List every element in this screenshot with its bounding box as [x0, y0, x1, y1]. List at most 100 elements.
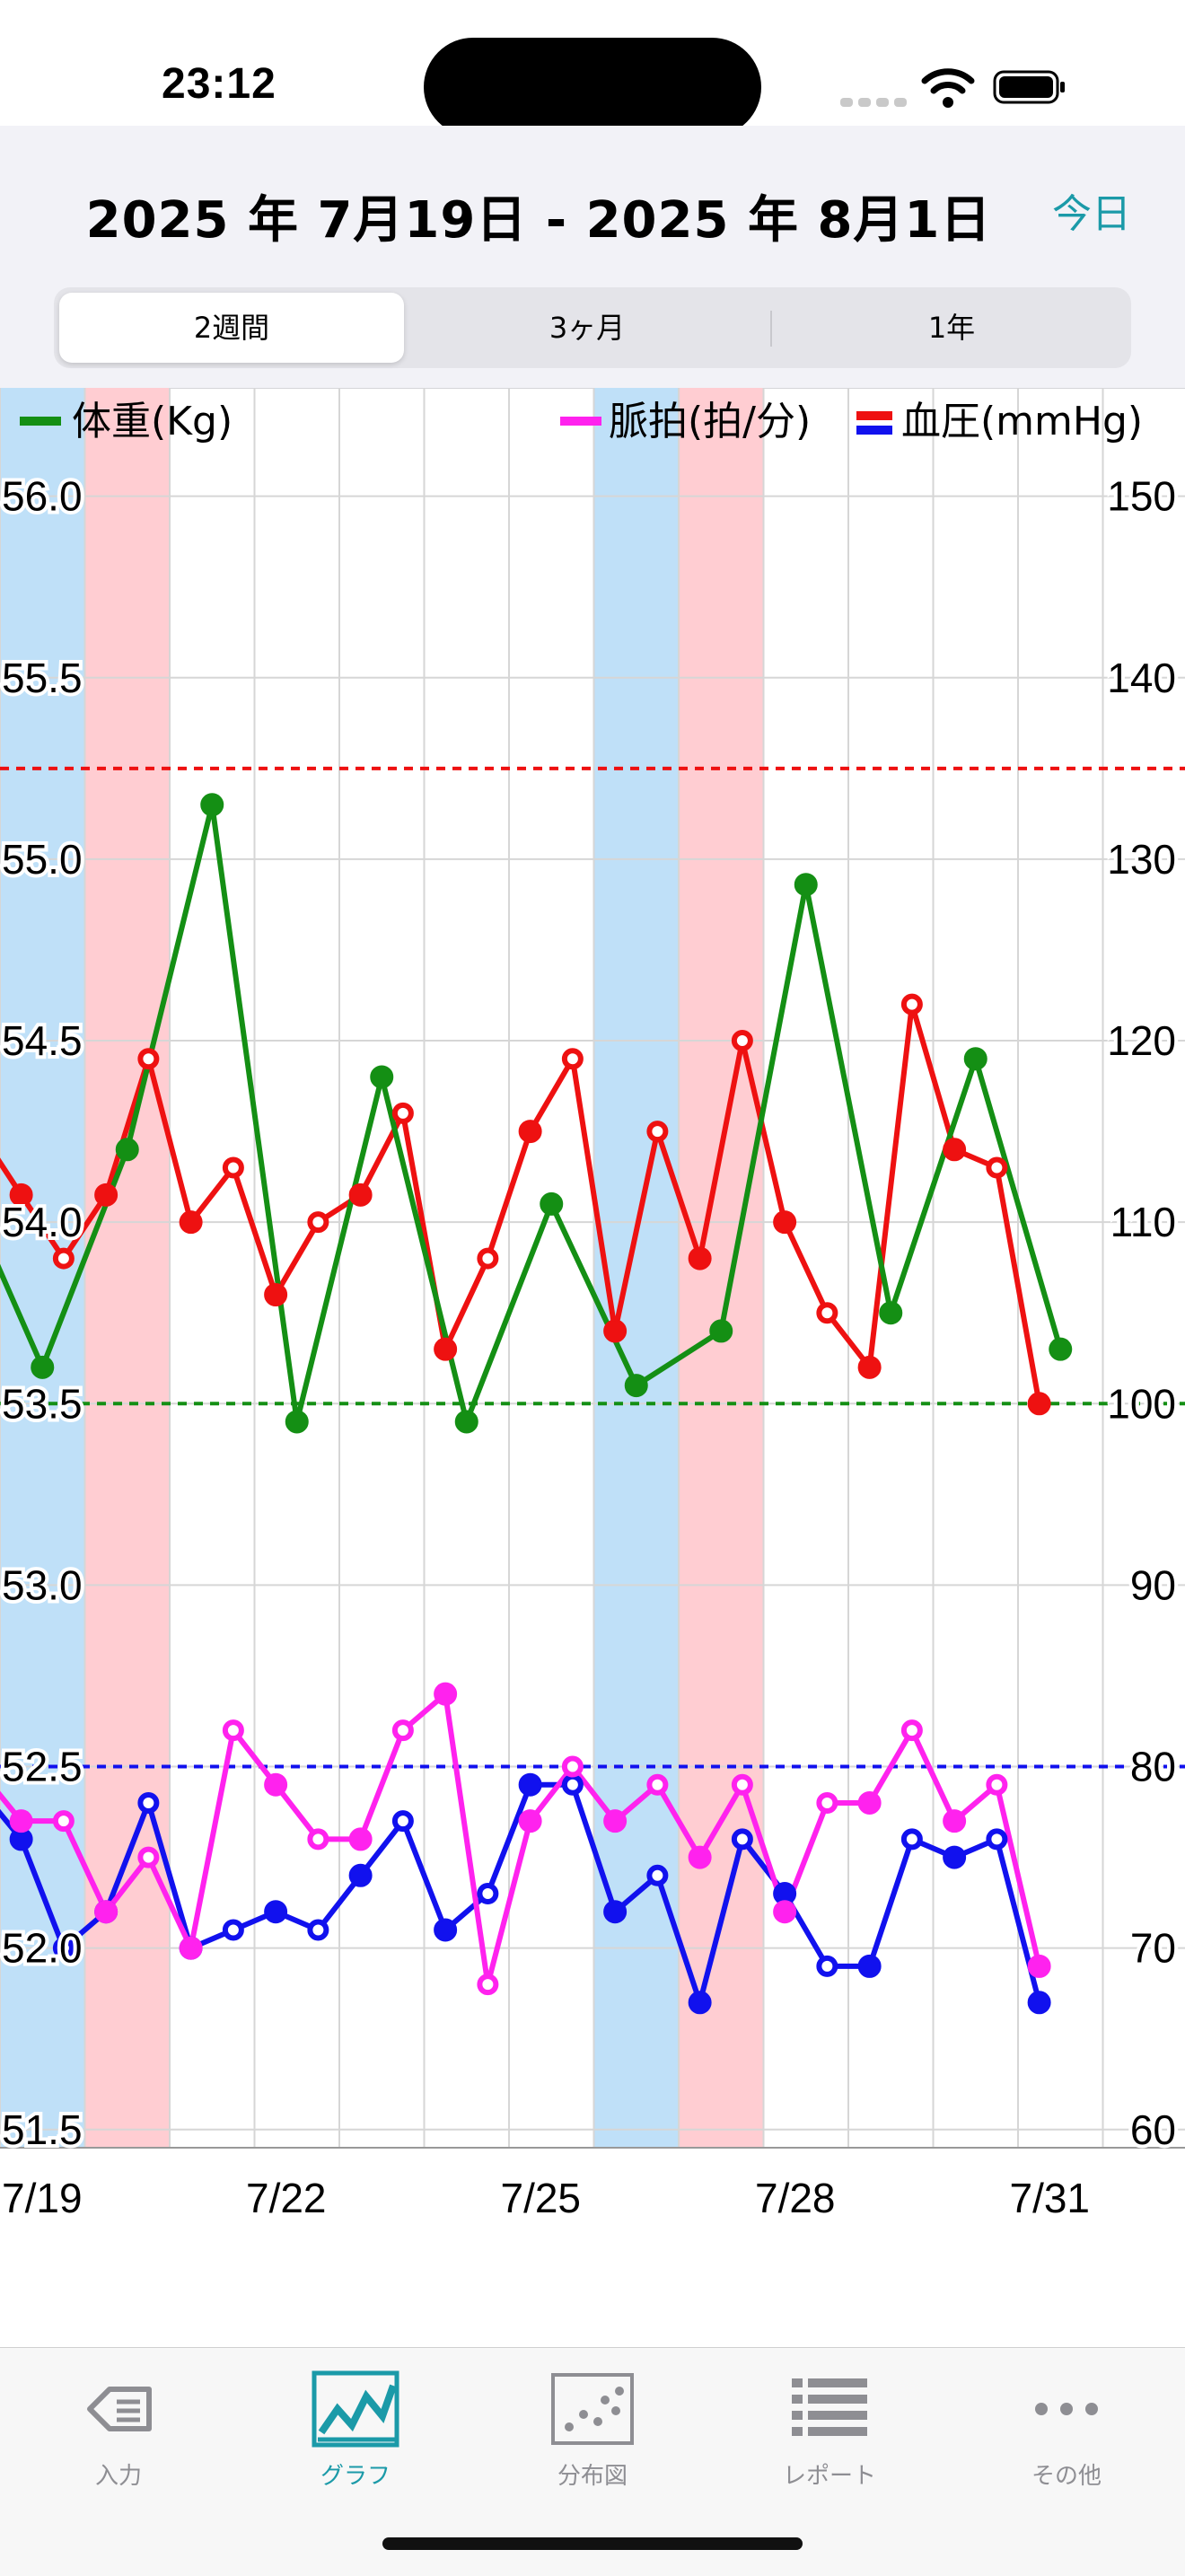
input-tag-icon	[87, 2387, 152, 2431]
tab-report-label: レポート	[782, 2463, 876, 2490]
right-axis-tick-label: 70	[1130, 1925, 1176, 1972]
bp-low-point	[222, 1919, 244, 1941]
bp-high-point	[434, 1337, 458, 1361]
bp-high-point	[773, 1210, 797, 1235]
left-axis-tick-label: 52.5	[2, 1744, 83, 1790]
pulse-point	[646, 1773, 669, 1796]
x-axis-tick-label: 7/22	[246, 2175, 327, 2221]
pulse-point	[9, 1809, 33, 1833]
segment-3months[interactable]: 3ヶ月	[549, 311, 626, 345]
bp-low-point	[307, 1919, 329, 1941]
bp-high-point	[179, 1210, 203, 1235]
pulse-point	[561, 1755, 584, 1778]
weight-point	[794, 873, 818, 897]
bp-high-point	[816, 1302, 838, 1324]
weekend-band	[0, 388, 85, 2148]
left-axis-tick-label: 56.0	[2, 473, 83, 520]
more-icon	[1035, 2403, 1098, 2415]
pulse-point	[731, 1773, 753, 1796]
pulse-point	[857, 1790, 882, 1815]
bp-low-point	[391, 1810, 414, 1833]
weekend-band	[593, 388, 679, 2148]
bp-high-point	[222, 1156, 244, 1179]
bp-low-point	[518, 1772, 542, 1797]
weight-point	[709, 1319, 733, 1343]
right-axis-tick-label: 90	[1130, 1561, 1176, 1608]
weight-point	[624, 1374, 648, 1398]
left-axis-tick-label: 53.0	[2, 1561, 83, 1608]
weight-point	[963, 1047, 988, 1071]
tab-report[interactable]: レポート	[711, 2369, 948, 2491]
bp-high-point	[986, 1156, 1008, 1179]
right-axis-tick-label: 110	[1110, 1199, 1176, 1245]
bp-low-point	[264, 1900, 288, 1924]
today-button[interactable]: 今日	[1052, 191, 1131, 237]
pulse-point	[52, 1810, 75, 1833]
tab-scatter[interactable]: 分布図	[474, 2369, 711, 2491]
bp-low-point	[603, 1900, 628, 1924]
pulse-point	[900, 1719, 923, 1742]
bp-high-point	[348, 1182, 373, 1207]
legend-bp-low-swatch	[856, 426, 892, 435]
right-axis-tick-label: 140	[1107, 655, 1176, 701]
legend-bp-label: 血圧(mmHg)	[901, 399, 1143, 444]
graph-area[interactable]: 51.5 52.0 52.5 53.0 53.5 54.0 54.5 55.0 55.5 56.0…	[0, 388, 1185, 2347]
left-axis-tick-label: 55.5	[2, 655, 83, 701]
bp-low-point	[137, 1791, 160, 1814]
list-icon	[792, 2378, 867, 2436]
legend-weight-swatch	[20, 417, 61, 426]
left-axis-tick-label: 53.5	[2, 1380, 83, 1427]
bp-low-point	[900, 1828, 923, 1851]
pulse-point	[94, 1900, 118, 1924]
weight-point	[285, 1410, 309, 1434]
right-axis-tick-label: 150	[1107, 473, 1176, 520]
home-indicator	[382, 2537, 803, 2550]
bp-high-point	[52, 1247, 75, 1270]
bp-high-point	[391, 1102, 414, 1124]
bp-low-point	[986, 1828, 1008, 1851]
weight-line	[0, 802, 1064, 1425]
pulse-point	[986, 1773, 1008, 1796]
legend-pulse-label: 脈拍(拍/分)	[609, 399, 811, 444]
x-axis-tick-label: 7/25	[500, 2175, 581, 2221]
left-axis-tick-label: 54.0	[2, 1199, 83, 1245]
bp-low-point	[477, 1883, 499, 1905]
weight-point	[200, 793, 224, 817]
tab-input-label: 入力	[94, 2463, 142, 2490]
right-axis-tick-label: 100	[1107, 1380, 1176, 1427]
bp-high-point	[688, 1246, 712, 1270]
weekend-band	[679, 388, 764, 2148]
bp-low-point	[434, 1918, 458, 1942]
tab-graph[interactable]: グラフ	[237, 2369, 474, 2491]
pulse-point	[773, 1900, 797, 1924]
pulse-point	[1027, 1954, 1051, 1978]
battery-icon	[993, 70, 1065, 104]
weight-point	[370, 1065, 394, 1089]
dynamic-island	[424, 38, 761, 136]
x-axis-tick-label: 7/31	[1009, 2175, 1090, 2221]
tab-graph-label: グラフ	[320, 2463, 391, 2490]
bp-high-point	[518, 1120, 542, 1144]
health-line-chart[interactable]: 51.5 52.0 52.5 53.0 53.5 54.0 54.5 55.0 55.5 56.0…	[0, 388, 1185, 2347]
bp-low-point	[731, 1828, 753, 1851]
pulse-point	[434, 1682, 458, 1706]
pulse-point	[264, 1772, 288, 1797]
pulse-point	[348, 1827, 373, 1851]
right-axis-tick-label: 60	[1130, 2106, 1176, 2153]
segment-2weeks[interactable]: 2週間	[59, 293, 404, 363]
bp-high-point	[264, 1283, 288, 1306]
pulse-point	[391, 1719, 414, 1742]
bp-low-point	[348, 1863, 373, 1887]
bp-high-point	[900, 993, 923, 1015]
bp-high-point	[731, 1030, 753, 1052]
weight-point	[879, 1301, 903, 1325]
weight-point	[31, 1355, 55, 1379]
bp-high-point	[137, 1048, 160, 1070]
left-axis-tick-label: 54.5	[2, 1017, 83, 1064]
wifi-icon	[921, 68, 975, 108]
weight-point	[454, 1410, 478, 1434]
segment-1year[interactable]: 1年	[927, 311, 976, 345]
tab-more[interactable]: その他	[948, 2369, 1185, 2491]
pulse-point	[816, 1791, 838, 1814]
tab-input[interactable]: 入力	[0, 2369, 237, 2491]
